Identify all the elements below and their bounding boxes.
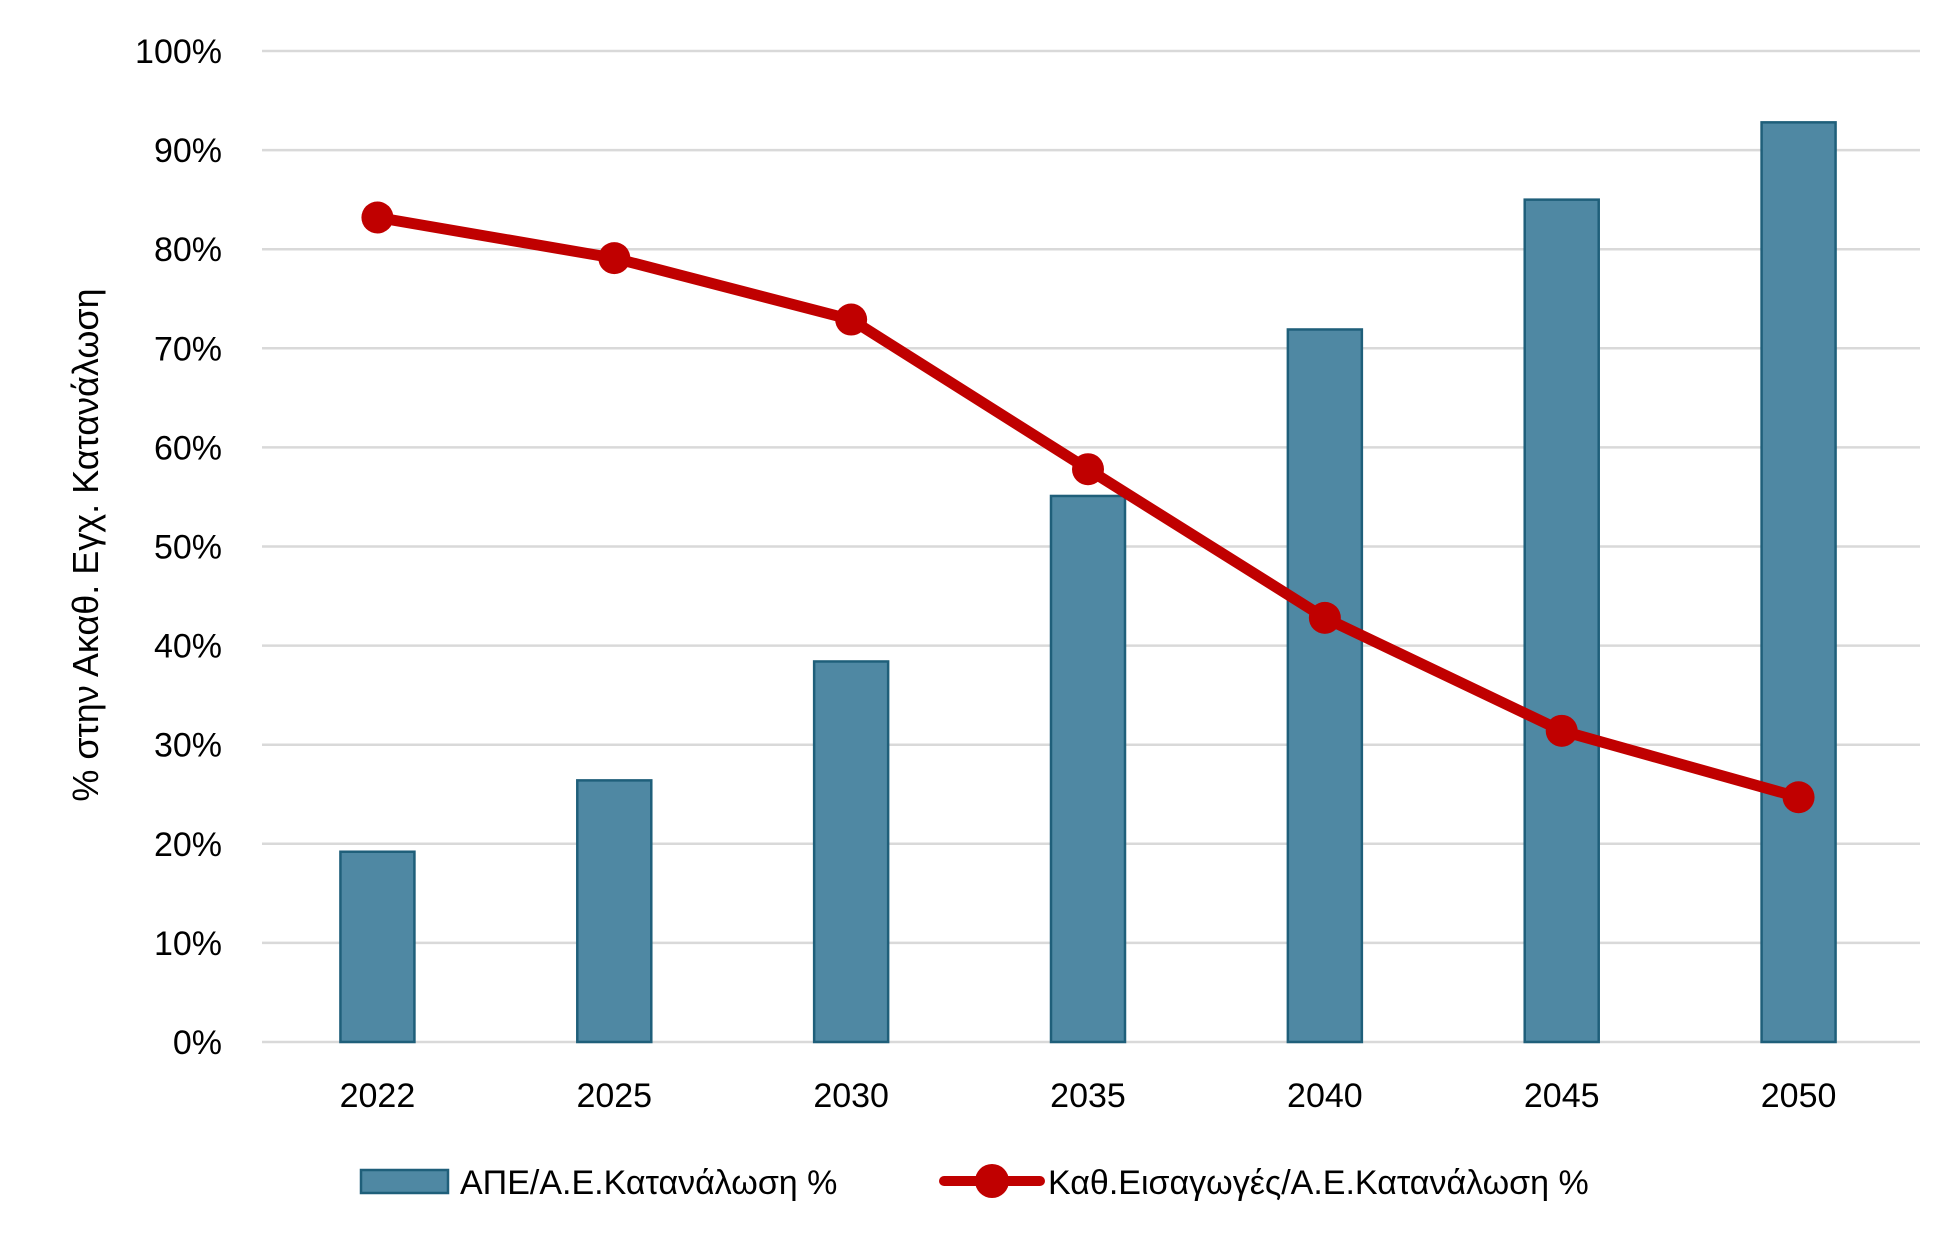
x-tick-label: 2022 [340, 1077, 416, 1115]
y-tick-label: 90% [154, 132, 222, 170]
x-tick-label: 2035 [1050, 1077, 1126, 1115]
bar [339, 850, 416, 1044]
x-tick-label: 2040 [1287, 1077, 1363, 1115]
bar [576, 779, 653, 1044]
bar [812, 660, 890, 1044]
y-axis-ticks: 0% 10% 20% 30% 40% 50% 60% 70% 80% 90% 100% [135, 33, 222, 1062]
line-point [835, 303, 868, 336]
y-tick-label: 20% [154, 826, 222, 864]
y-tick-label: 10% [154, 925, 222, 963]
bar [1523, 198, 1600, 1044]
line-point [1308, 601, 1341, 634]
line-point [361, 201, 394, 234]
line-series [361, 201, 1815, 814]
y-tick-label: 60% [154, 429, 222, 467]
x-tick-label: 2030 [813, 1077, 889, 1115]
x-tick-label: 2050 [1761, 1077, 1837, 1115]
bar-series [339, 121, 1837, 1044]
bar [1286, 328, 1364, 1044]
line-point [598, 242, 631, 275]
bar [1760, 121, 1837, 1044]
legend-line-marker [975, 1164, 1009, 1198]
line-point [1782, 781, 1815, 814]
y-tick-label: 100% [135, 33, 222, 71]
x-tick-label: 2045 [1524, 1077, 1600, 1115]
bar [1049, 494, 1127, 1044]
legend-bar-swatch [359, 1168, 450, 1195]
line-point [1545, 714, 1578, 747]
legend-bar-label: ΑΠΕ/Α.Ε.Κατανάλωση % [460, 1164, 837, 1202]
line-point [1072, 453, 1104, 486]
x-tick-label: 2025 [576, 1077, 652, 1115]
y-tick-label: 70% [154, 330, 222, 368]
legend-line-label: Καθ.Εισαγωγές/Α.Ε.Κατανάλωση % [1048, 1164, 1589, 1202]
x-axis-ticks: 2022 2025 2030 2035 2040 2045 2050 [340, 1077, 1837, 1115]
y-tick-label: 30% [154, 727, 222, 765]
y-tick-label: 40% [154, 628, 222, 666]
y-axis-title: % στην Ακαθ. Εγχ. Κατανάλωση [65, 288, 106, 801]
y-tick-label: 0% [173, 1024, 222, 1062]
y-tick-label: 80% [154, 231, 222, 269]
y-tick-label: 50% [154, 529, 222, 567]
legend: ΑΠΕ/Α.Ε.Κατανάλωση % Καθ.Εισαγωγές/Α.Ε.Κ… [359, 1164, 1589, 1202]
